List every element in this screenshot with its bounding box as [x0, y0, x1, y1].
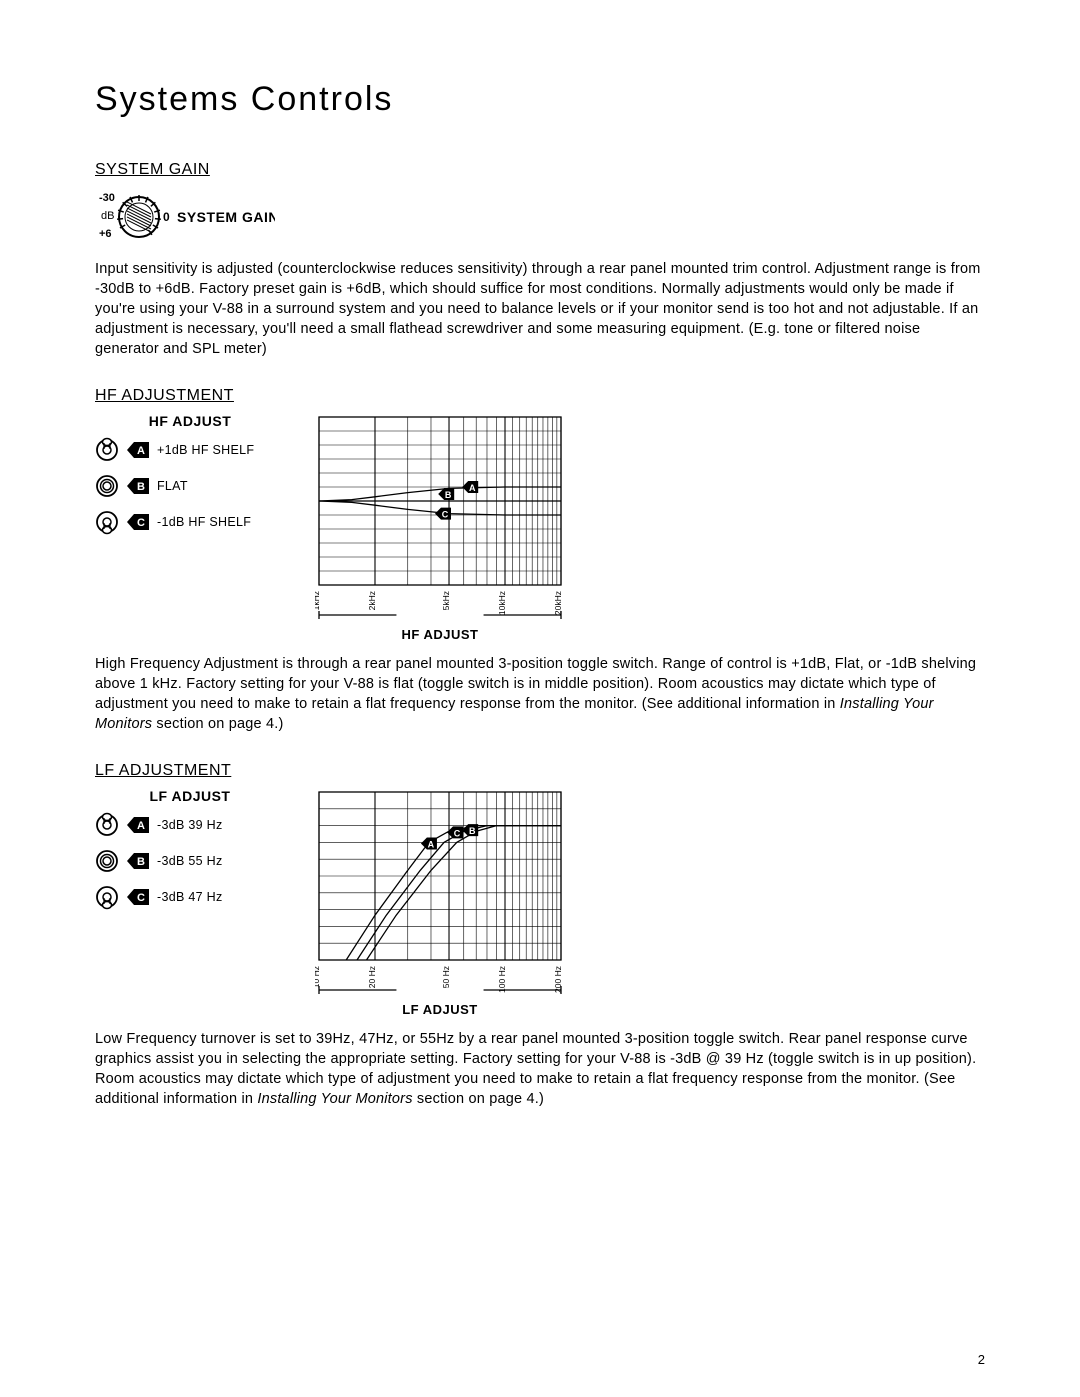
legend-tag-icon: B — [127, 853, 149, 869]
svg-text:C: C — [137, 517, 145, 529]
svg-text:0: 0 — [163, 210, 170, 224]
svg-text:50 Hz: 50 Hz — [441, 966, 451, 988]
hf-chart-wrap: ABC1kHz2kHz5kHz10kHz20kHz HF ADJUST — [315, 413, 565, 642]
svg-text:A: A — [428, 840, 435, 850]
system-gain-figure: -30 dB +6 0 SYSTEM GAIN — [95, 187, 985, 247]
svg-text:dB: dB — [101, 210, 114, 222]
page: Systems Controls SYSTEM GAIN -30 dB +6 0 SYS… — [0, 0, 1080, 1397]
svg-text:10kHz: 10kHz — [497, 591, 507, 615]
lf-legend: LF ADJUST A -3dB 39 Hz B -3dB 55 Hz C -3dB 47 … — [95, 788, 285, 918]
svg-text:B: B — [137, 856, 145, 868]
svg-text:C: C — [454, 828, 461, 838]
lf-para-post: section on page 4.) — [413, 1091, 544, 1107]
legend-row: B FLAT — [95, 471, 285, 501]
svg-text:A: A — [137, 820, 145, 832]
system-gain-paragraph: Input sensitivity is adjusted (countercl… — [95, 259, 985, 359]
lf-paragraph: Low Frequency turnover is set to 39Hz, 4… — [95, 1029, 985, 1109]
svg-text:C: C — [442, 510, 449, 520]
legend-title: HF ADJUST — [95, 413, 285, 429]
lf-para-em: Installing Your Monitors — [257, 1091, 412, 1107]
svg-text:100 Hz: 100 Hz — [497, 966, 507, 993]
toggle-switch-icon — [95, 882, 119, 912]
svg-text:B: B — [445, 490, 452, 500]
toggle-switch-icon — [95, 507, 119, 537]
svg-text:20 Hz: 20 Hz — [367, 966, 377, 988]
legend-label: FLAT — [157, 479, 188, 493]
svg-text:1kHz: 1kHz — [315, 591, 321, 610]
svg-text:10 Hz: 10 Hz — [315, 966, 321, 988]
legend-tag-icon: C — [127, 514, 149, 530]
svg-text:2kHz: 2kHz — [367, 591, 377, 610]
hf-legend: HF ADJUST A +1dB HF SHELF B FLAT C -1dB HF SHE… — [95, 413, 285, 543]
hf-figure-row: HF ADJUST A +1dB HF SHELF B FLAT C -1dB HF SHE… — [95, 413, 985, 642]
toggle-switch-icon — [95, 471, 119, 501]
legend-row: A +1dB HF SHELF — [95, 435, 285, 465]
svg-text:B: B — [469, 826, 476, 836]
legend-label: -1dB HF SHELF — [157, 515, 251, 529]
svg-text:A: A — [469, 483, 476, 493]
legend-label: -3dB 55 Hz — [157, 854, 223, 868]
page-title: Systems Controls — [95, 80, 985, 119]
legend-tag-icon: A — [127, 817, 149, 833]
lf-chart-caption: LF ADJUST — [402, 1002, 478, 1017]
svg-text:SYSTEM GAIN: SYSTEM GAIN — [177, 209, 275, 225]
lf-chart: ACB10 Hz20 Hz50 Hz100 Hz200 Hz — [315, 788, 565, 998]
legend-row: A -3dB 39 Hz — [95, 810, 285, 840]
hf-heading: HF ADJUSTMENT — [95, 387, 985, 405]
legend-row: B -3dB 55 Hz — [95, 846, 285, 876]
legend-title: LF ADJUST — [95, 788, 285, 804]
svg-text:-30: -30 — [99, 192, 115, 204]
hf-chart-caption: HF ADJUST — [402, 627, 479, 642]
toggle-switch-icon — [95, 810, 119, 840]
hf-para-post: section on page 4.) — [152, 716, 283, 732]
svg-text:C: C — [137, 892, 145, 904]
toggle-switch-icon — [95, 435, 119, 465]
legend-tag-icon: A — [127, 442, 149, 458]
system-gain-heading: SYSTEM GAIN — [95, 161, 985, 179]
legend-tag-icon: C — [127, 889, 149, 905]
svg-text:5kHz: 5kHz — [441, 591, 451, 610]
hf-chart: ABC1kHz2kHz5kHz10kHz20kHz — [315, 413, 565, 623]
lf-figure-row: LF ADJUST A -3dB 39 Hz B -3dB 55 Hz C -3dB 47 … — [95, 788, 985, 1017]
legend-row: C -1dB HF SHELF — [95, 507, 285, 537]
legend-tag-icon: B — [127, 478, 149, 494]
lf-heading: LF ADJUSTMENT — [95, 762, 985, 780]
legend-label: -3dB 47 Hz — [157, 890, 223, 904]
legend-label: -3dB 39 Hz — [157, 818, 223, 832]
toggle-switch-icon — [95, 846, 119, 876]
svg-text:A: A — [137, 445, 145, 457]
svg-text:+6: +6 — [99, 228, 112, 240]
hf-paragraph: High Frequency Adjustment is through a r… — [95, 654, 985, 734]
legend-row: C -3dB 47 Hz — [95, 882, 285, 912]
svg-text:B: B — [137, 481, 145, 493]
page-number: 2 — [978, 1352, 985, 1367]
lf-chart-wrap: ACB10 Hz20 Hz50 Hz100 Hz200 Hz LF ADJUST — [315, 788, 565, 1017]
legend-label: +1dB HF SHELF — [157, 443, 254, 457]
